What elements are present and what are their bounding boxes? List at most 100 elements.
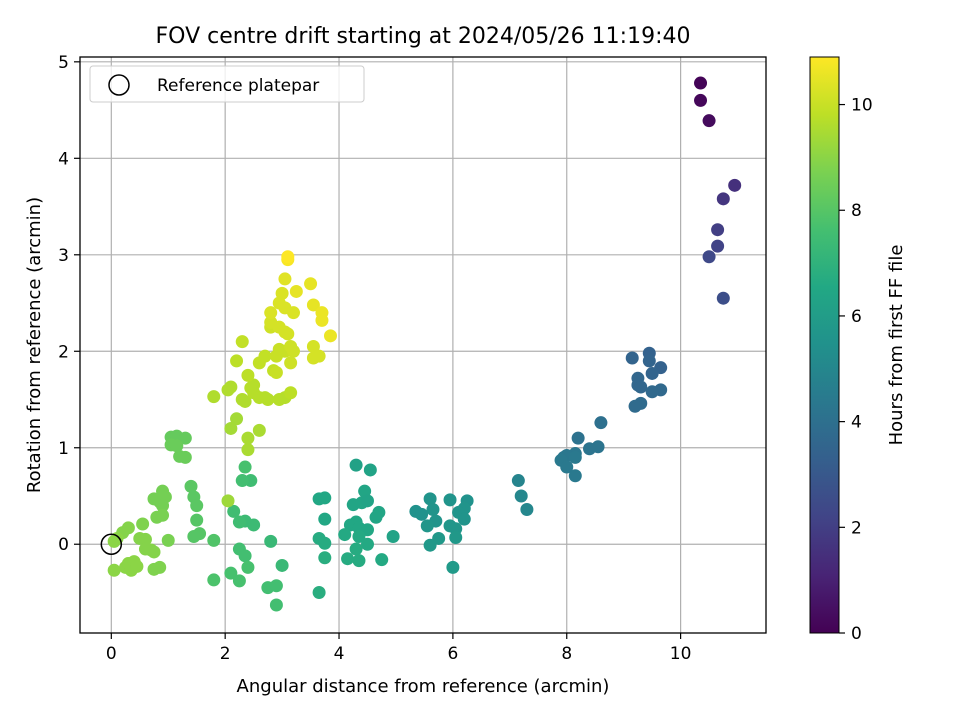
scatter-point [241, 443, 255, 457]
scatter-point [360, 537, 374, 551]
scatter-point [178, 450, 192, 464]
scatter-point [227, 504, 241, 518]
scatter-point [645, 385, 659, 399]
scatter-point [230, 412, 244, 426]
y-tick-label: 4 [58, 149, 69, 169]
scatter-point [568, 469, 582, 483]
scatter-point [264, 306, 278, 320]
scatter-point [694, 76, 708, 90]
scatter-point [457, 512, 471, 526]
scatter-point [711, 239, 725, 253]
scatter-point [107, 534, 121, 548]
scatter-point [241, 368, 255, 382]
scatter-point [178, 431, 192, 445]
y-tick-label: 3 [58, 246, 69, 266]
scatter-point [702, 114, 716, 128]
x-tick-label: 6 [447, 644, 458, 664]
chart-title: FOV centre drift starting at 2024/05/26 … [156, 24, 691, 49]
scatter-point [232, 515, 246, 529]
scatter-point [286, 306, 300, 320]
legend-entry-reference-platepar: Reference platepar [157, 76, 319, 96]
legend-reference-marker-icon [108, 74, 130, 96]
scatter-point [628, 399, 642, 413]
scatter-point [375, 553, 389, 567]
x-tick-label: 0 [106, 644, 117, 664]
scatter-point [252, 423, 266, 437]
scatter-point [514, 489, 528, 503]
scatter-point [318, 491, 332, 505]
scatter-point [568, 450, 582, 464]
scatter-point [138, 532, 152, 546]
x-tick-label: 4 [334, 644, 345, 664]
scatter-point [286, 344, 300, 358]
y-axis-label: Rotation from reference (arcmin) [24, 197, 45, 493]
scatter-point [312, 349, 326, 363]
scatter-point [443, 493, 457, 507]
scatter-point [147, 562, 161, 576]
x-axis-label: Angular distance from reference (arcmin) [237, 676, 610, 697]
y-tick-label: 0 [58, 535, 69, 555]
data-points [100, 76, 742, 612]
y-tick-label: 5 [58, 53, 69, 73]
scatter-point [415, 507, 429, 521]
scatter-point [338, 528, 352, 542]
scatter-point [238, 394, 252, 408]
scatter-point [241, 560, 255, 574]
scatter-point [520, 503, 534, 517]
scatter-point [238, 460, 252, 474]
scatter-point [711, 223, 725, 237]
scatter-point [306, 298, 320, 312]
scatter-point [258, 349, 272, 363]
plot-frame [79, 56, 767, 634]
scatter-point [278, 272, 292, 286]
colorbar-tick-label: 0 [851, 624, 862, 644]
scatter-point [269, 365, 283, 379]
grid-lines [80, 57, 766, 633]
scatter-point [511, 474, 525, 488]
scatter-point [275, 286, 289, 300]
y-tick-label: 1 [58, 439, 69, 459]
colorbar-tick-label: 8 [851, 201, 862, 221]
x-tick-label: 8 [561, 644, 572, 664]
scatter-point [363, 463, 377, 477]
x-tick-label: 10 [670, 644, 692, 664]
scatter-point [264, 534, 278, 548]
x-tick-label: 2 [220, 644, 231, 664]
scatter-point [426, 503, 440, 517]
scatter-point [190, 499, 204, 513]
scatter-point [625, 351, 639, 365]
colorbar-ticks: 0 2 4 6 8 10 [839, 96, 873, 644]
scatter-point [449, 530, 463, 544]
scatter-point [583, 442, 597, 456]
scatter-point [304, 277, 318, 291]
scatter-point [284, 356, 298, 370]
scatter-point [315, 313, 329, 327]
scatter-point [369, 510, 383, 524]
scatter-point [207, 573, 221, 587]
colorbar-tick-label: 6 [851, 307, 862, 327]
scatter-point [349, 458, 363, 472]
scatter-point [349, 542, 363, 556]
scatter-point [728, 178, 742, 192]
scatter-point [323, 329, 337, 343]
scatter-point [716, 291, 730, 305]
scatter-point [224, 566, 238, 580]
scatter-point [161, 533, 175, 547]
scatter-point [420, 519, 434, 533]
scatter-point [156, 499, 170, 513]
scatter-point [306, 339, 320, 353]
legend: Reference platepar [89, 65, 365, 103]
colorbar: 0 2 4 6 8 10 Hours from first FF file [809, 56, 907, 644]
scatter-point [571, 431, 585, 445]
scatter-point [207, 390, 221, 404]
scatter-point [184, 479, 198, 493]
scatter-point [642, 354, 656, 368]
scatter-point [170, 439, 184, 453]
scatter-point [281, 327, 295, 341]
y-tick-label: 2 [58, 342, 69, 362]
scatter-point [156, 508, 170, 522]
scatter-point [232, 574, 246, 588]
scatter-point [318, 536, 332, 550]
scatter-point [261, 393, 275, 407]
scatter-point [318, 551, 332, 565]
